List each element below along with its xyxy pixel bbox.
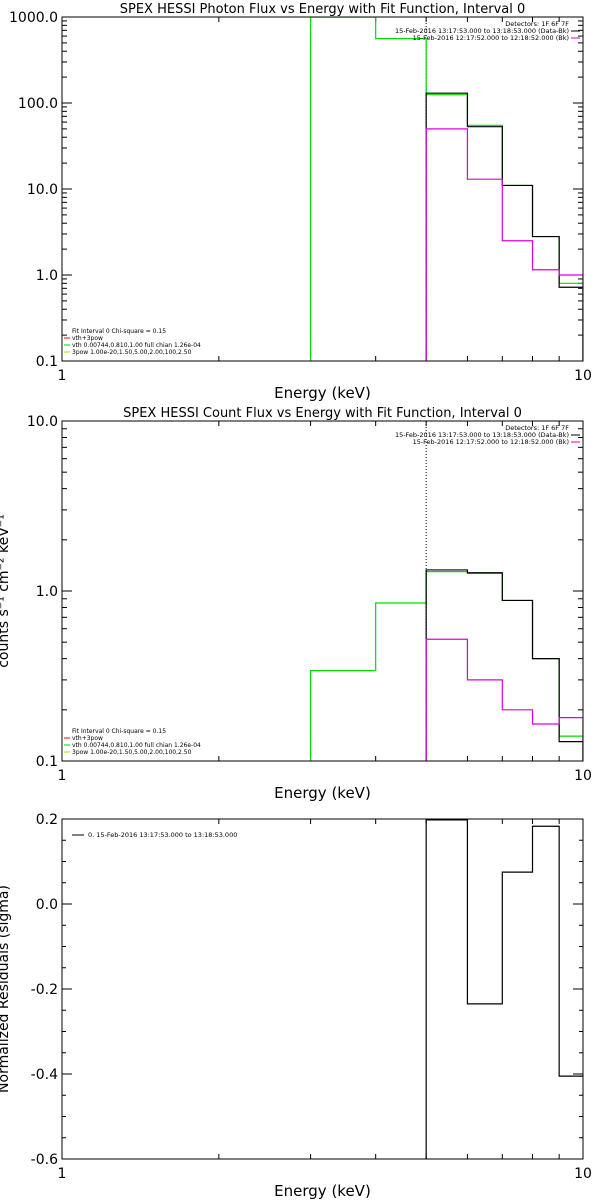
legend-entry: 3pow 1.00e-20,1.50,5.00,2.00,100,2.50 xyxy=(72,349,192,356)
x-axis-label: Energy (keV) xyxy=(274,1182,371,1200)
y-tick-label: -0.4 xyxy=(31,1067,58,1083)
series-line-2 xyxy=(425,638,583,761)
y-tick-label: 10.0 xyxy=(27,182,58,198)
series-line-0 xyxy=(425,819,583,1159)
x-axis-label: Energy (keV) xyxy=(274,384,371,402)
y-tick-label: 1.0 xyxy=(36,268,58,284)
series-line-2 xyxy=(425,128,583,361)
plot-frame xyxy=(61,818,584,1160)
chart-panel-0: 0.1 1.0 10.0 100.0 1000.0 1 10 SPEX HESSI Photo… xyxy=(9,2,592,402)
y-tick-label: -0.6 xyxy=(31,1152,58,1168)
y-tick-label: 10.0 xyxy=(27,414,58,430)
y-tick-label: 1000.0 xyxy=(9,10,58,26)
info-line: Detectors: 1F 6F 7F xyxy=(505,20,569,28)
y-axis-label: Normalized Residuals (sigma) xyxy=(0,885,12,1093)
series-line-0 xyxy=(309,571,583,761)
x-tick-label: 10 xyxy=(574,1166,592,1182)
legend-entry: Fit Interval 0 Chi-square = 0.15 xyxy=(72,328,166,335)
x-tick-label: 1 xyxy=(58,1166,67,1182)
y-tick-label: 100.0 xyxy=(18,96,58,112)
legend-entry: vth+3pow xyxy=(72,335,103,342)
info-line: 15-Feb-2016 13:17:53.000 to 13:18:53.000… xyxy=(395,431,569,439)
legend-entry: Fit Interval 0 Chi-square = 0.15 xyxy=(72,728,166,735)
chart-title: SPEX HESSI Photon Flux vs Energy with Fi… xyxy=(120,2,526,17)
legend-entry: 0. 15-Feb-2016 13:17:53.000 to 13:18:53.… xyxy=(88,831,237,839)
y-tick-label: 1.0 xyxy=(36,584,58,600)
series-line-1 xyxy=(425,569,583,761)
plot-frame xyxy=(61,420,584,762)
y-tick-label: 0.1 xyxy=(36,354,58,370)
series-group xyxy=(309,569,583,761)
x-axis-label: Energy (keV) xyxy=(274,784,371,802)
legend-entry: 3pow 1.00e-20,1.50,5.00,2.00,100,2.50 xyxy=(72,749,192,756)
chart-title: SPEX HESSI Count Flux vs Energy with Fit… xyxy=(123,406,522,421)
legend-entry: vth 0.00744,0.810,1.00 full chian 1.26e-… xyxy=(72,342,201,349)
x-tick-label: 10 xyxy=(574,368,592,384)
series-group xyxy=(309,17,583,361)
y-tick-label: 0.0 xyxy=(36,897,58,913)
info-line: 15-Feb-2016 13:17:53.000 to 13:18:53.000… xyxy=(395,27,569,35)
info-line: 15-Feb-2016 12:17:52.000 to 12:18:52.000… xyxy=(413,34,569,42)
x-tick-label: 1 xyxy=(58,768,67,784)
plot-frame xyxy=(61,16,584,362)
y-tick-label: 0.1 xyxy=(36,754,58,770)
info-line: Detectors: 1F 6F 7F xyxy=(505,424,569,432)
series-line-0 xyxy=(309,17,583,361)
legend-entry: vth 0.00744,0.810,1.00 full chian 1.26e-… xyxy=(72,742,201,749)
y-axis-label: counts s⁻¹ cm⁻² keV⁻¹ xyxy=(0,514,12,668)
y-tick-label: 0.2 xyxy=(36,812,58,828)
x-tick-label: 10 xyxy=(574,768,592,784)
chart-panel-2: 0.2 0.0 -0.2 -0.4 -0.61 10 Energy (keV) Normali… xyxy=(0,812,592,1200)
series-line-1 xyxy=(425,92,583,361)
y-tick-label: -0.2 xyxy=(31,982,58,998)
x-tick-label: 1 xyxy=(58,368,67,384)
legend-entry: vth+3pow xyxy=(72,735,103,742)
chart-panel-1: 0.1 1.0 10.0 1 10 SPEX HESSI Count Flux vs En… xyxy=(0,406,592,802)
series-group xyxy=(425,819,583,1159)
info-line: 15-Feb-2016 12:17:52.000 to 12:18:52.000… xyxy=(413,438,569,446)
